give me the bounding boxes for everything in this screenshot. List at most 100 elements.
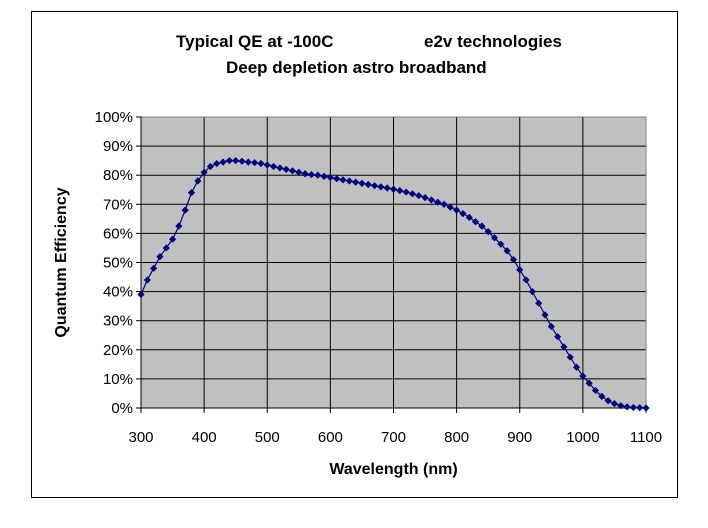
data-point: [377, 183, 385, 191]
data-point: [636, 404, 644, 412]
data-point: [484, 228, 492, 236]
data-point: [219, 158, 227, 166]
chart-title-right: e2v technologies: [424, 32, 562, 51]
data-point: [225, 157, 233, 165]
data-point: [541, 311, 549, 319]
x-tick-label: 400: [192, 429, 217, 446]
data-point: [509, 255, 518, 264]
data-point: [516, 266, 524, 274]
data-point: [383, 184, 391, 192]
data-point: [604, 397, 612, 405]
data-point: [251, 159, 259, 167]
data-point: [288, 167, 297, 175]
data-point: [352, 178, 360, 186]
data-point: [307, 171, 316, 179]
data-point: [238, 157, 246, 165]
data-point: [446, 203, 454, 211]
data-point: [598, 392, 606, 400]
y-tick-label: 20%: [103, 342, 133, 359]
y-tick-label: 60%: [103, 225, 133, 242]
data-point: [156, 253, 164, 261]
data-point: [244, 158, 252, 166]
data-point: [263, 161, 271, 169]
data-point: [427, 196, 435, 204]
x-tick-label: 300: [128, 429, 153, 446]
data-point: [314, 171, 322, 179]
data-point: [276, 164, 284, 172]
data-point: [168, 235, 177, 243]
x-tick-label: 500: [255, 429, 280, 446]
data-point: [181, 206, 189, 214]
y-tick-label: 70%: [103, 196, 133, 213]
data-point: [453, 206, 461, 214]
data-point: [560, 343, 568, 351]
data-point: [257, 159, 265, 168]
data-point: [187, 189, 196, 197]
data-point: [137, 290, 145, 299]
x-axis-title: Wavelength (nm): [329, 461, 457, 478]
data-point: [150, 264, 158, 272]
data-point: [175, 222, 183, 230]
data-point: [503, 247, 511, 255]
data-point: [269, 162, 278, 171]
data-point: [465, 213, 473, 221]
y-tick-label: 0%: [111, 400, 133, 417]
data-point: [200, 168, 208, 176]
y-tick-label: 10%: [103, 371, 133, 388]
data-point: [535, 299, 543, 307]
data-point: [396, 187, 404, 195]
data-point: [440, 200, 448, 208]
data-point: [162, 244, 170, 252]
x-tick-label: 800: [444, 429, 469, 446]
data-point: [295, 168, 303, 176]
y-tick-label: 40%: [103, 284, 133, 301]
data-point: [370, 182, 379, 190]
data-point: [213, 159, 221, 168]
data-point: [585, 379, 593, 387]
data-point: [206, 162, 215, 171]
series-markers: [137, 157, 650, 412]
data-point: [459, 210, 467, 218]
data-point: [497, 240, 505, 248]
data-point: [408, 190, 417, 198]
data-point: [591, 386, 600, 395]
y-tick-label: 90%: [103, 138, 133, 155]
data-point: [471, 218, 480, 226]
y-tick-label: 50%: [103, 255, 133, 272]
data-point: [339, 176, 347, 184]
data-point: [421, 194, 429, 202]
y-tick-label: 100%: [95, 109, 133, 126]
data-point: [478, 222, 486, 230]
data-point: [415, 191, 423, 200]
data-point: [572, 363, 581, 371]
data-point: [194, 177, 202, 185]
data-point: [345, 177, 353, 185]
x-tick-label: 1000: [566, 429, 599, 446]
x-tick-label: 1100: [630, 429, 662, 446]
y-axis-title: Quantum Efficiency: [53, 187, 70, 337]
tick-labels: 0% 10% 20% 30% 40% 50% 60% 70% 80% 90% 100% 300 400 5…: [95, 109, 663, 446]
data-point: [547, 322, 555, 331]
data-point: [566, 353, 574, 361]
data-point: [320, 172, 328, 180]
data-point: [610, 400, 619, 408]
y-tick-label: 30%: [103, 313, 133, 330]
data-point: [642, 404, 650, 412]
chart-subtitle: Deep depletion astro broadband: [226, 58, 487, 77]
data-point: [389, 185, 398, 193]
data-point: [143, 276, 151, 284]
chart-title: Typical QE at -100C: [176, 32, 334, 51]
y-tick-label: 80%: [103, 167, 133, 184]
x-tick-label: 900: [507, 429, 532, 446]
x-tick-label: 700: [381, 429, 406, 446]
x-tick-label: 600: [318, 429, 343, 446]
data-point: [490, 234, 499, 242]
data-point: [522, 276, 530, 284]
data-point: [402, 188, 410, 196]
data-point: [282, 165, 290, 173]
data-point: [623, 403, 631, 411]
data-point: [333, 175, 341, 183]
data-point: [617, 402, 625, 410]
data-point: [326, 173, 334, 182]
